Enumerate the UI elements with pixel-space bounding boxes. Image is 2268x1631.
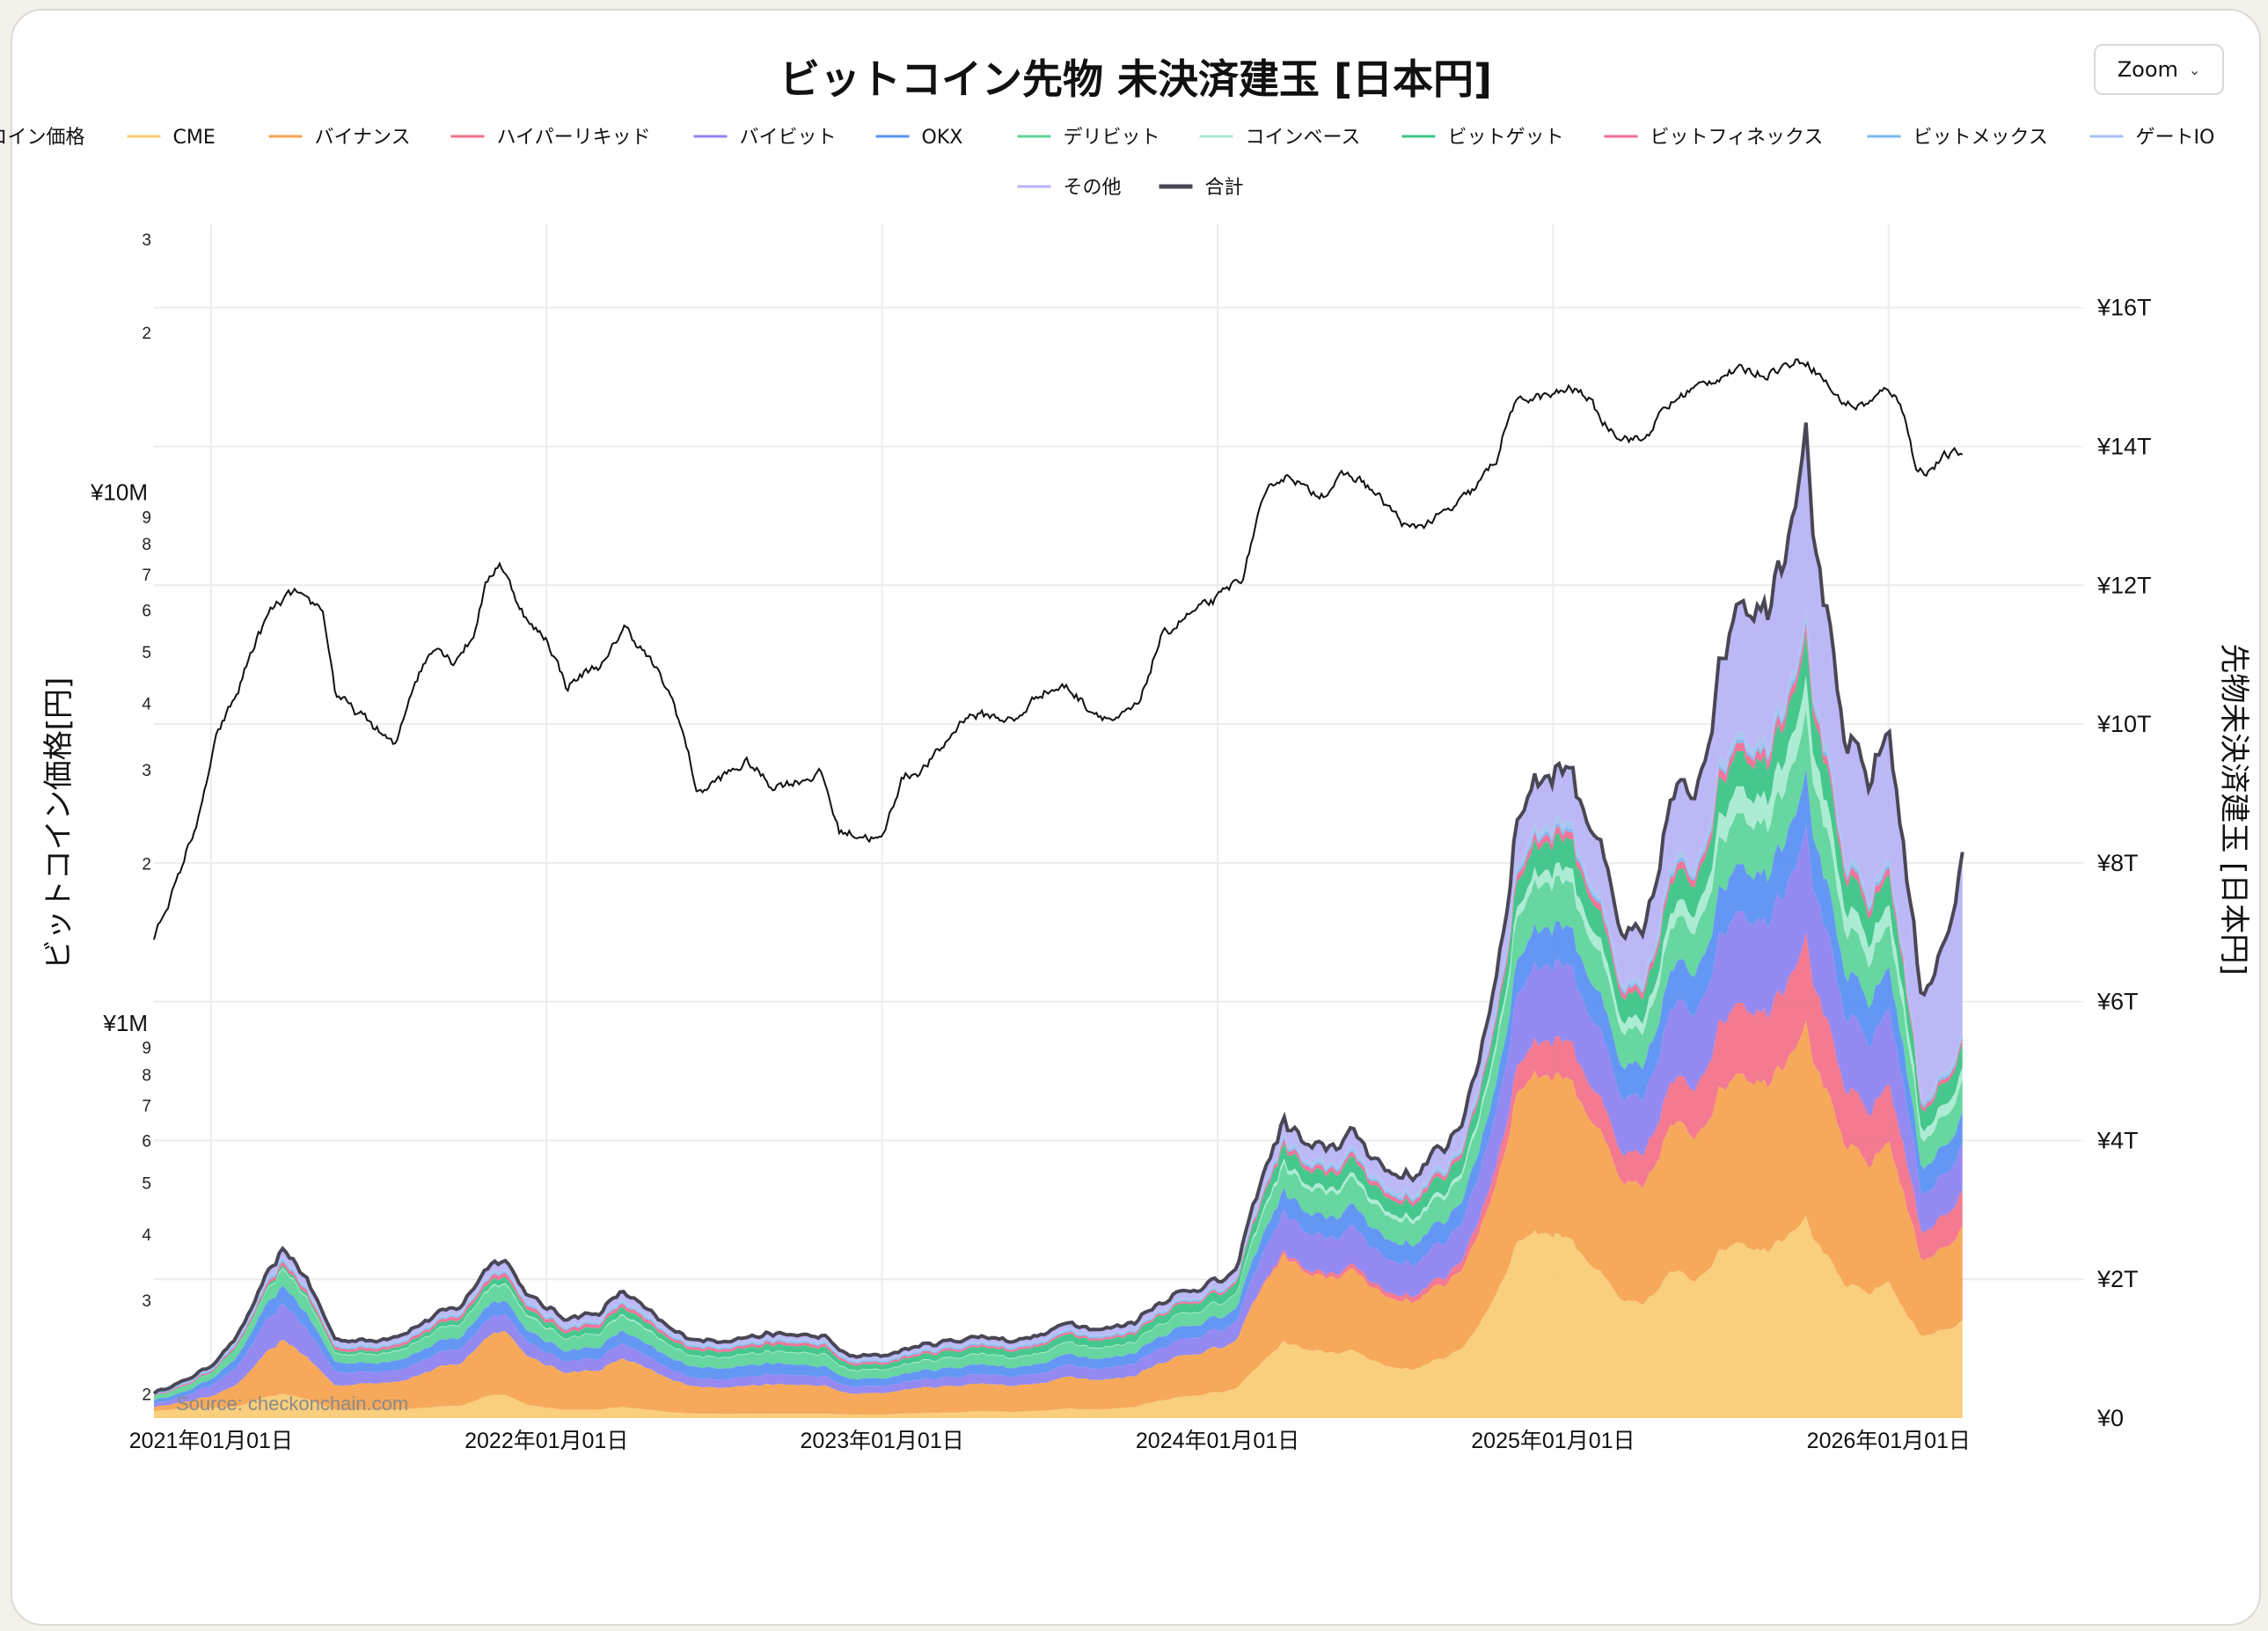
legend-label: ビットメックス bbox=[1913, 127, 2048, 149]
y-left-minor-tick-label: 6 bbox=[142, 1133, 151, 1152]
y-left-minor-tick-label: 5 bbox=[142, 644, 151, 662]
chevron-down-icon: ⌄ bbox=[2188, 61, 2201, 78]
y-left-minor-tick-label: 3 bbox=[142, 231, 151, 250]
y-right-tick-label: ¥4T bbox=[2096, 1127, 2139, 1153]
legend-label: CME bbox=[173, 127, 216, 149]
open-interest-areas bbox=[154, 422, 1963, 1418]
y-left-minor-tick-label: 2 bbox=[142, 325, 151, 343]
price-line bbox=[153, 358, 1964, 940]
legend-item: 合計 bbox=[1159, 177, 1244, 199]
legend-label: デリビット bbox=[1064, 127, 1160, 149]
zoom-label: Zoom bbox=[2117, 57, 2178, 82]
y-left-minor-tick-label: 2 bbox=[142, 1386, 151, 1404]
y-left-minor-tick-label: 3 bbox=[142, 1292, 151, 1311]
legend-item: デリビット bbox=[1017, 127, 1160, 149]
legend-label: ビットコイン価格 bbox=[0, 127, 85, 149]
legend-item: ビットゲット bbox=[1401, 127, 1564, 149]
chart-title: ビットコイン先物 未決済建玉 [日本円] bbox=[779, 55, 1493, 103]
legend-label: コインベース bbox=[1246, 127, 1361, 149]
x-tick-label: 2022年01月01日 bbox=[465, 1429, 628, 1453]
y-right-tick-label: ¥14T bbox=[2096, 433, 2152, 459]
y-right-tick-label: ¥16T bbox=[2096, 295, 2152, 321]
legend-label: OKX bbox=[922, 127, 963, 149]
y-left-minor-tick-label: 9 bbox=[142, 1039, 151, 1057]
y-right-tick-label: ¥2T bbox=[2096, 1266, 2139, 1292]
y-left-minor-tick-label: 7 bbox=[142, 567, 151, 585]
y-left-minor-tick-label: 4 bbox=[142, 1226, 151, 1245]
x-tick-label: 2021年01月01日 bbox=[129, 1429, 293, 1453]
legend-item: ハイパーリキッド bbox=[450, 127, 651, 149]
legend-item: その他 bbox=[1017, 177, 1122, 199]
y-left-minor-tick-label: 5 bbox=[142, 1174, 151, 1193]
y-right-tick-label: ¥10T bbox=[2096, 711, 2152, 737]
y-left-minor-tick-label: 8 bbox=[142, 1066, 151, 1085]
legend-item: ゲートIO bbox=[2089, 127, 2215, 149]
x-tick-label: 2024年01月01日 bbox=[1136, 1429, 1299, 1453]
legend-label: ハイパーリキッド bbox=[497, 127, 651, 149]
y-axis-right-label: 先物未決済建玉 [日本円] bbox=[2216, 643, 2251, 975]
y-right-tick-label: ¥12T bbox=[2096, 572, 2152, 598]
y-left-minor-tick-label: 9 bbox=[142, 508, 151, 527]
oi-area-1 bbox=[154, 1216, 1963, 1418]
legend-item: コインベース bbox=[1199, 127, 1361, 149]
y-left-minor-tick-label: 3 bbox=[142, 762, 151, 780]
oi-area-2 bbox=[154, 1020, 1963, 1415]
y-left-minor-tick-label: 2 bbox=[142, 855, 151, 874]
y-left-minor-tick-label: 7 bbox=[142, 1097, 151, 1115]
legend-item: バイビット bbox=[693, 127, 837, 149]
y-left-minor-tick-label: 8 bbox=[142, 536, 151, 554]
y-right-tick-label: ¥6T bbox=[2096, 989, 2139, 1015]
legend-label: ビットゲット bbox=[1448, 127, 1564, 149]
y-left-minor-tick-label: 4 bbox=[142, 696, 151, 714]
oi-total-line bbox=[152, 422, 1964, 1395]
legend-item: OKX bbox=[875, 127, 963, 149]
legend-item: CME bbox=[127, 127, 216, 149]
y-left-minor-tick-label: 6 bbox=[142, 602, 151, 620]
y-axis-left-label: ビットコイン価格[円] bbox=[41, 677, 77, 970]
series-lines bbox=[152, 358, 1964, 1395]
legend-label: ビットフィネックス bbox=[1650, 127, 1824, 149]
legend-label: 合計 bbox=[1205, 177, 1244, 199]
y-left-major-tick-label: ¥1M bbox=[102, 1010, 148, 1036]
legend-item: バイナンス bbox=[268, 127, 411, 149]
y-right-tick-label: ¥0 bbox=[2096, 1405, 2124, 1431]
x-tick-label: 2025年01月01日 bbox=[1471, 1429, 1635, 1453]
y-left-major-tick-label: ¥10M bbox=[90, 479, 148, 506]
y-right-tick-label: ¥8T bbox=[2096, 850, 2139, 876]
legend-item: ビットコイン価格 bbox=[0, 127, 85, 149]
legend-label: ゲートIO bbox=[2136, 127, 2215, 149]
x-tick-label: 2023年01月01日 bbox=[801, 1429, 964, 1453]
legend-label: その他 bbox=[1064, 177, 1122, 199]
legend-item: ビットメックス bbox=[1867, 127, 2048, 149]
legend: ビットコイン価格 CME バイナンス ハイパーリキッド バイビット OKX デリビット コイン… bbox=[0, 127, 2215, 199]
legend-label: バイナンス bbox=[315, 127, 411, 149]
legend-item: ビットフィネックス bbox=[1604, 127, 1824, 149]
x-tick-label: 2026年01月01日 bbox=[1807, 1429, 1971, 1453]
zoom-dropdown[interactable]: Zoom ⌄ bbox=[2094, 44, 2224, 95]
legend-label: バイビット bbox=[740, 127, 837, 149]
source-watermark: Source: checkonchain.com bbox=[176, 1393, 408, 1415]
axes: 2021年01月01日 2022年01月01日 2023年01月01日 2024年01… bbox=[90, 231, 2152, 1453]
